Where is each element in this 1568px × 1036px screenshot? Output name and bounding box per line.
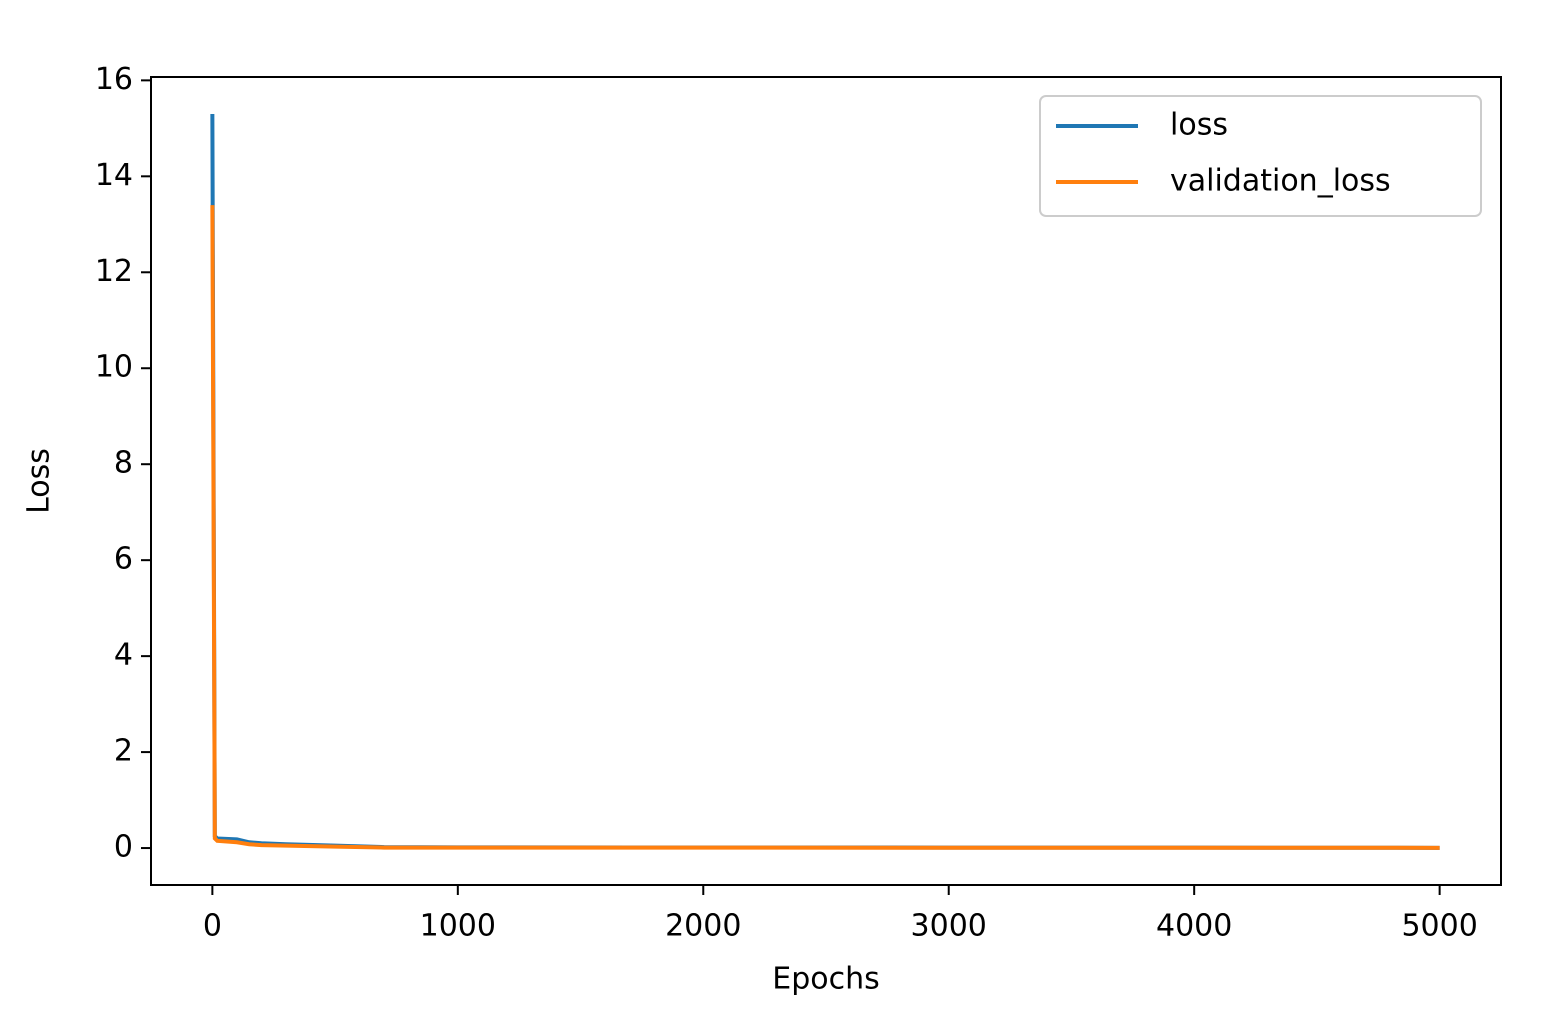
legend-label: validation_loss — [1170, 164, 1391, 199]
y-tick-label: 10 — [95, 350, 133, 385]
legend-label: loss — [1170, 108, 1228, 143]
line-series — [210, 205, 1440, 850]
y-tick-label: 4 — [114, 638, 133, 673]
x-tick-label: 0 — [203, 909, 222, 944]
line-series — [210, 113, 1440, 850]
y-tick-label: 0 — [114, 830, 133, 865]
x-tick-label: 1000 — [420, 909, 496, 944]
y-axis-label: Loss — [22, 448, 57, 514]
y-tick-label: 14 — [95, 158, 133, 193]
y-tick-label: 16 — [95, 62, 133, 97]
x-tick-label: 3000 — [911, 909, 987, 944]
x-tick-label: 2000 — [665, 909, 741, 944]
plot-frame — [150, 76, 1502, 886]
y-tick-label: 2 — [114, 734, 133, 769]
legend-box — [1039, 95, 1482, 217]
y-tick-label: 12 — [95, 254, 133, 289]
x-axis-label: Epochs — [772, 962, 880, 997]
y-tick-label: 8 — [114, 446, 133, 481]
x-tick-label: 4000 — [1156, 909, 1232, 944]
y-tick-label: 6 — [114, 542, 133, 577]
x-tick-label: 5000 — [1401, 909, 1477, 944]
